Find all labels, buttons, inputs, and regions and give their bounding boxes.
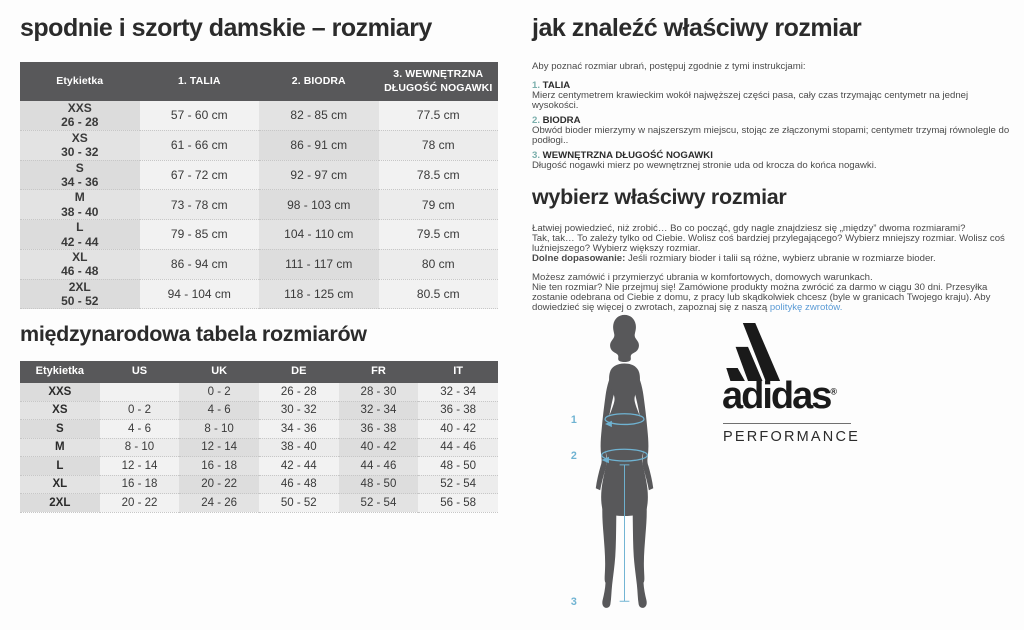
svg-text:3: 3 — [571, 596, 577, 608]
svg-text:2: 2 — [571, 450, 577, 462]
svg-text:1: 1 — [571, 414, 577, 426]
